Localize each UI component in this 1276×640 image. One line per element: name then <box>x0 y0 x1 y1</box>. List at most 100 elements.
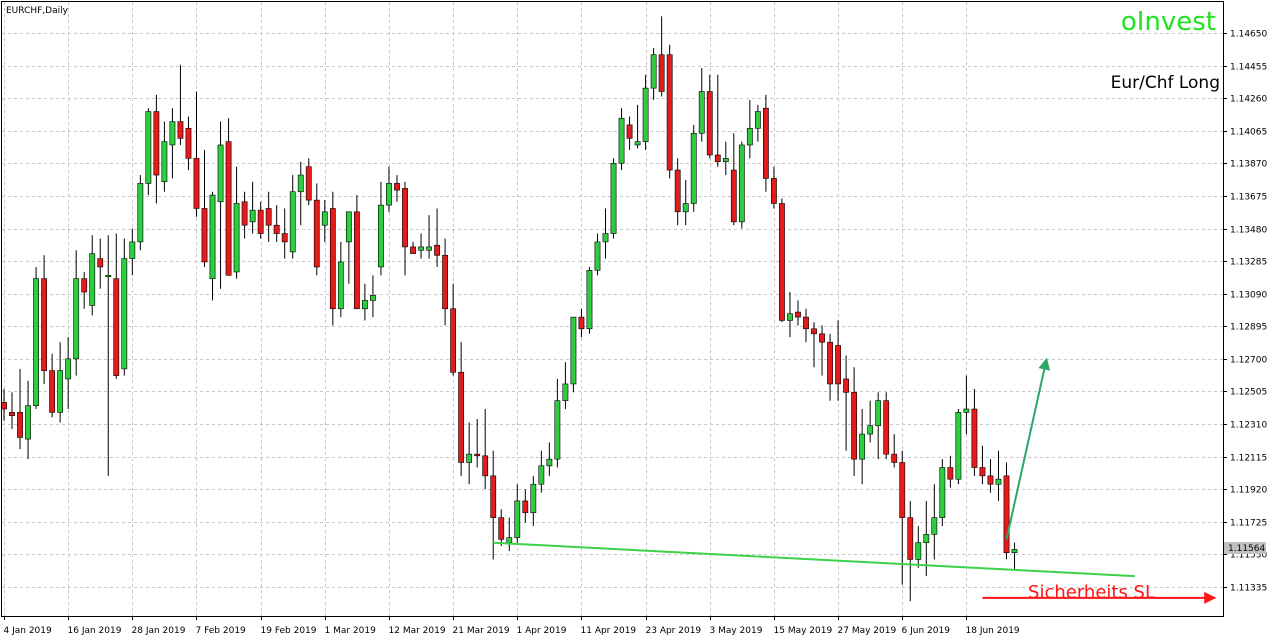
candle-body-bull <box>931 517 938 535</box>
candle-body-bear <box>779 203 785 321</box>
stop-loss-label: Sicherheits SL <box>1028 582 1155 603</box>
candle <box>257 201 264 239</box>
candle-body-bear <box>674 169 681 213</box>
candle-body-bear <box>394 183 400 191</box>
candle-body-bull <box>217 144 224 203</box>
candle <box>209 191 216 301</box>
candle <box>554 378 561 468</box>
candle-body-bull <box>418 246 424 251</box>
candle-body-bull <box>650 54 657 89</box>
y-tick-label: 1.13285 <box>1230 258 1267 268</box>
candle-body-bull <box>233 203 240 273</box>
candle <box>97 238 104 289</box>
candle-body-bull <box>995 478 1002 485</box>
candle-body-bull <box>923 534 930 544</box>
candle <box>273 205 280 242</box>
candle-body-bull <box>570 316 577 385</box>
candle-body-bull <box>690 132 697 204</box>
candle <box>426 215 432 259</box>
candle <box>634 104 641 149</box>
candle-body-bull <box>538 465 545 485</box>
y-tick-label: 1.12505 <box>1230 388 1267 398</box>
candle <box>466 422 473 485</box>
candle <box>562 362 569 410</box>
x-tick-label: 28 Jan 2019 <box>132 626 186 636</box>
candle <box>851 367 858 476</box>
candle-body-bull <box>361 300 368 310</box>
candle <box>546 442 553 476</box>
candle-body-bull <box>722 158 729 162</box>
candle <box>169 108 176 179</box>
candle-body-bear <box>450 308 457 373</box>
candle-body-bull <box>610 163 617 234</box>
candle <box>955 409 962 485</box>
candle <box>610 158 617 239</box>
candle <box>345 211 352 284</box>
candle-body-bear <box>225 141 232 276</box>
candle <box>41 255 47 384</box>
candle <box>746 99 753 159</box>
candle-body-bull <box>129 241 136 259</box>
candle-body-bear <box>979 467 986 477</box>
y-tick-label: 1.12700 <box>1230 356 1267 366</box>
candle <box>73 250 80 376</box>
y-tick-label: 1.12895 <box>1230 323 1267 333</box>
candle <box>329 191 336 326</box>
symbol-label: EURCHF,Daily <box>6 6 69 16</box>
x-tick-label: 16 Jan 2019 <box>68 626 122 636</box>
candle <box>474 419 481 468</box>
y-tick-label: 1.13090 <box>1230 291 1267 301</box>
y-tick-label: 1.11920 <box>1230 486 1267 496</box>
candle <box>9 392 15 430</box>
candle <box>1003 462 1010 560</box>
candle <box>321 200 328 242</box>
x-tick-label: 4 Jan 2019 <box>4 626 52 636</box>
candle-body-bear <box>578 316 585 330</box>
candle-body-bull <box>337 261 344 310</box>
candle <box>714 74 721 167</box>
candle-body-bear <box>771 178 777 204</box>
candle <box>450 283 457 376</box>
candle-body-bull <box>634 141 641 146</box>
candle <box>682 180 689 226</box>
candle-body-bull <box>321 211 328 226</box>
candle-body-bull <box>738 144 745 223</box>
time-axis: 4 Jan 2019 16 Jan 2019 28 Jan 2019 7 Feb 20… <box>4 616 1020 636</box>
candle-body-bear <box>49 370 56 413</box>
candle-body-bear <box>281 233 288 243</box>
candles <box>1 16 1018 602</box>
candle-body-bear <box>883 400 890 455</box>
candle <box>249 181 256 234</box>
x-tick-label: 12 Mar 2019 <box>389 626 446 636</box>
candle <box>105 235 112 476</box>
candle <box>498 509 505 547</box>
candle <box>81 271 88 309</box>
candle <box>787 292 793 338</box>
x-tick-label: 1 Apr 2019 <box>517 626 567 636</box>
candle-body-bull <box>915 542 922 560</box>
candle <box>337 241 344 318</box>
candle-body-bear <box>827 341 833 385</box>
candle-body-bull <box>466 453 473 463</box>
candle <box>939 459 946 527</box>
candle-body-bear <box>907 517 914 560</box>
candle <box>594 233 601 276</box>
candle-body-bull <box>867 425 874 435</box>
candle <box>378 181 384 276</box>
candle-body-bull <box>514 500 521 538</box>
y-tick-label: 1.14065 <box>1230 128 1267 138</box>
candle <box>514 484 521 543</box>
candle-body-bull <box>297 174 304 193</box>
candle <box>49 353 56 418</box>
brand-logo: oInvest <box>1121 7 1216 37</box>
candle <box>987 459 994 493</box>
candle-body-bull <box>554 400 561 460</box>
candle-body-bull <box>386 183 392 206</box>
candle-body-bear <box>843 378 849 393</box>
candle <box>811 322 817 368</box>
candle <box>458 342 465 476</box>
candle <box>690 124 697 212</box>
candle-body-bull <box>506 537 513 544</box>
candle-body-bear <box>257 209 264 234</box>
